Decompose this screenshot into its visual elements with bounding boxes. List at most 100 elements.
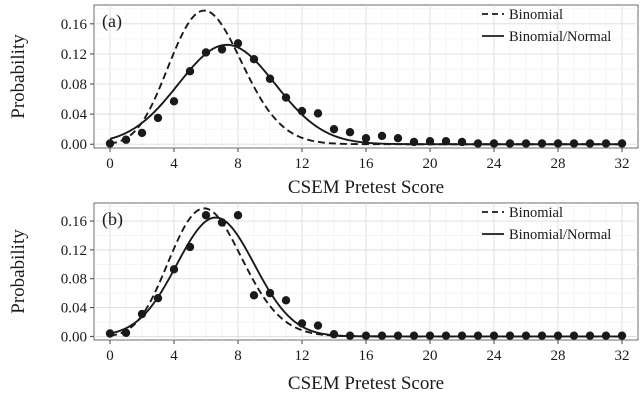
- x-tick-label: 0: [106, 348, 114, 364]
- x-tick-label: 32: [615, 156, 630, 172]
- data-point: [425, 137, 435, 146]
- data-point: [553, 139, 563, 148]
- legend-label-binomial-normal: Binomial/Normal: [509, 29, 611, 45]
- data-point: [569, 139, 579, 148]
- y-ticks: 0.00 0.04 0.08 0.12 0.16: [61, 17, 94, 153]
- series-line-binomial: [109, 9, 622, 146]
- x-tick-label: 16: [359, 348, 375, 364]
- data-point: [313, 109, 323, 118]
- data-point: [473, 139, 483, 148]
- data-point: [153, 293, 163, 303]
- y-tick-label: 0.04: [61, 301, 88, 317]
- data-point: [105, 329, 115, 338]
- y-tick-label: 0.16: [61, 17, 88, 33]
- data-point: [569, 331, 579, 340]
- data-point: [137, 309, 147, 319]
- y-axis-title: Probability: [8, 229, 29, 314]
- y-axis-title: Probability: [8, 34, 29, 119]
- data-point: [601, 139, 611, 148]
- data-point: [361, 331, 371, 340]
- y-tick-label: 0.04: [61, 107, 88, 123]
- x-tick-label: 0: [106, 156, 114, 172]
- legend-label-binomial: Binomial: [509, 205, 563, 221]
- data-point: [217, 218, 227, 227]
- y-tick-label: 0.16: [61, 214, 88, 230]
- data-point: [617, 331, 627, 340]
- data-point: [201, 211, 211, 220]
- data-point: [521, 331, 531, 340]
- x-tick-label: 28: [551, 348, 566, 364]
- data-point: [377, 331, 387, 340]
- y-tick-label: 0.08: [61, 77, 87, 93]
- x-tick-label: 20: [423, 348, 438, 364]
- data-point: [425, 331, 435, 340]
- legend-label-binomial: Binomial: [509, 7, 563, 23]
- data-point: [393, 331, 403, 340]
- x-tick-label: 8: [234, 156, 242, 172]
- data-point: [185, 67, 195, 76]
- y-tick-label: 0.12: [61, 47, 87, 63]
- data-point: [137, 128, 147, 138]
- x-tick-label: 20: [423, 156, 438, 172]
- data-point: [393, 134, 403, 143]
- x-tick-label: 4: [170, 156, 178, 172]
- x-tick-label: 8: [234, 348, 242, 364]
- data-point: [265, 74, 275, 83]
- data-point: [297, 319, 307, 328]
- data-point: [601, 331, 611, 340]
- data-point: [233, 39, 243, 48]
- chart-panel-b: 0 4 8 12 16 20 24 28 32 0.00 0.04 0.08 0.12 0.16 (b)…: [8, 202, 639, 394]
- data-point: [521, 139, 531, 148]
- data-point: [329, 124, 339, 134]
- data-points: [105, 211, 627, 340]
- panel-label: (a): [102, 11, 122, 32]
- data-point: [457, 137, 467, 147]
- y-tick-label: 0.08: [61, 272, 87, 288]
- panel-label: (b): [102, 209, 123, 230]
- y-tick-label: 0.00: [61, 329, 87, 345]
- legend-label-binomial-normal: Binomial/Normal: [509, 227, 611, 243]
- data-point: [121, 328, 131, 337]
- data-point: [409, 331, 419, 340]
- data-point: [121, 135, 131, 144]
- data-point: [489, 331, 499, 340]
- data-point: [537, 331, 547, 340]
- x-tick-label: 32: [615, 348, 630, 364]
- data-point: [105, 139, 115, 148]
- x-tick-label: 12: [295, 156, 310, 172]
- data-point: [553, 331, 563, 340]
- x-tick-label: 4: [170, 348, 178, 364]
- x-ticks: 0 4 8 12 16 20 24 28 32: [106, 148, 630, 172]
- data-point: [185, 242, 195, 252]
- series-line-binomial-normal: [109, 43, 622, 146]
- data-point: [233, 211, 243, 220]
- x-tick-label: 24: [487, 348, 503, 364]
- y-ticks: 0.00 0.04 0.08 0.12 0.16: [61, 214, 94, 345]
- x-tick-label: 28: [551, 156, 566, 172]
- data-point: [281, 296, 291, 305]
- data-point: [505, 331, 515, 340]
- x-axis-title: CSEM Pretest Score: [288, 373, 444, 394]
- y-tick-label: 0.00: [61, 137, 87, 153]
- data-point: [585, 331, 595, 340]
- data-point: [297, 106, 307, 116]
- data-point: [457, 331, 467, 340]
- x-tick-label: 24: [487, 156, 503, 172]
- data-point: [313, 321, 323, 330]
- data-point: [617, 139, 627, 148]
- data-point: [537, 139, 547, 148]
- data-point: [505, 139, 515, 148]
- data-point: [265, 288, 275, 298]
- data-point: [585, 139, 595, 148]
- grid-lines: [94, 203, 638, 340]
- x-axis-title: CSEM Pretest Score: [288, 177, 444, 198]
- data-point: [345, 331, 355, 340]
- legend: Binomial Binomial/Normal: [482, 7, 611, 45]
- series-lines: [109, 9, 622, 146]
- x-tick-label: 12: [295, 348, 310, 364]
- data-point: [345, 127, 355, 137]
- data-point: [281, 93, 291, 102]
- data-point: [201, 48, 211, 57]
- data-point: [473, 331, 483, 340]
